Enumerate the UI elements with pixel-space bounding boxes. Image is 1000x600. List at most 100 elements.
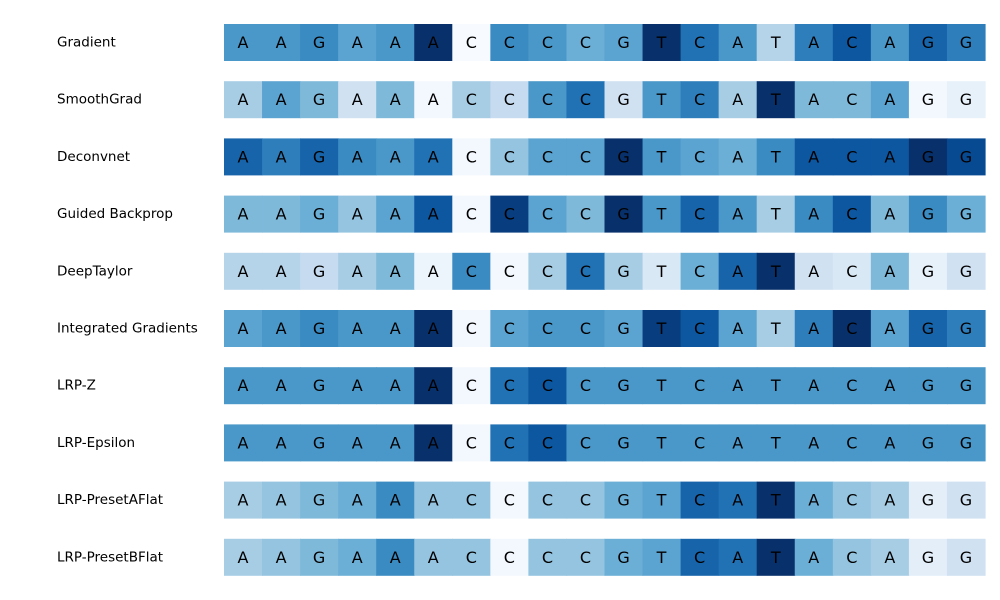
heatmap-cell xyxy=(642,24,682,61)
heatmap-row: LRP-PresetAFlat A A G A A A C C C C G T C A T A C A G G xyxy=(57,481,986,519)
nucleotide-label: G xyxy=(617,376,629,395)
nucleotide-label: A xyxy=(390,262,401,281)
nucleotide-label: C xyxy=(542,205,553,224)
nucleotide-label: A xyxy=(276,376,287,395)
nucleotide-label: C xyxy=(694,433,705,452)
heatmap-cell xyxy=(946,310,986,347)
nucleotide-label: T xyxy=(656,376,667,395)
nucleotide-label: A xyxy=(884,90,895,109)
heatmap-cell xyxy=(566,195,606,233)
nucleotide-label: A xyxy=(808,376,819,395)
nucleotide-label: C xyxy=(466,33,477,52)
nucleotide-label: A xyxy=(352,262,363,281)
heatmap-cell xyxy=(224,310,263,347)
heatmap-row: LRP-PresetBFlat A A G A A A C C C C G T C A T A C A G G xyxy=(57,538,986,576)
nucleotide-label: C xyxy=(846,319,857,338)
nucleotide-label: G xyxy=(960,147,972,166)
heatmap-cell xyxy=(300,538,339,576)
heatmap-cell xyxy=(604,538,644,576)
heatmap-cell xyxy=(604,138,644,176)
nucleotide-label: A xyxy=(884,205,895,224)
row-label: LRP-Z xyxy=(57,378,96,394)
heatmap-cell xyxy=(908,310,948,347)
nucleotide-label: C xyxy=(466,90,477,109)
nucleotide-label: T xyxy=(770,147,781,166)
heatmap-cell xyxy=(642,81,682,119)
heatmap-cell xyxy=(528,367,568,405)
nucleotide-label: A xyxy=(276,491,287,510)
heatmap-row: SmoothGrad A A G A A A C C C C G T C A T A C A G G xyxy=(57,81,986,119)
nucleotide-label: A xyxy=(732,433,743,452)
nucleotide-label: A xyxy=(884,376,895,395)
heatmap-cell xyxy=(566,481,606,519)
nucleotide-label: G xyxy=(922,147,934,166)
heatmap-cell xyxy=(908,367,948,405)
heatmap-cell xyxy=(224,195,263,233)
nucleotide-label: A xyxy=(808,90,819,109)
heatmap-cell xyxy=(414,481,453,519)
heatmap-cell xyxy=(870,81,910,119)
heatmap-cell xyxy=(338,81,377,119)
nucleotide-label: G xyxy=(960,491,972,510)
nucleotide-label: C xyxy=(466,262,477,281)
heatmap-cell xyxy=(680,24,720,61)
heatmap-cell xyxy=(490,24,529,61)
row-label: LRP-PresetBFlat xyxy=(57,549,163,565)
nucleotide-label: A xyxy=(808,491,819,510)
nucleotide-label: A xyxy=(390,147,401,166)
heatmap-cell xyxy=(452,367,491,405)
heatmap-cell xyxy=(452,538,491,576)
row-label: DeepTaylor xyxy=(57,263,133,279)
row-label: Integrated Gradients xyxy=(57,321,198,337)
nucleotide-label: T xyxy=(656,491,667,510)
heatmap-cell xyxy=(794,481,834,519)
nucleotide-label: C xyxy=(466,147,477,166)
heatmap-cell xyxy=(718,195,758,233)
heatmap-cell xyxy=(832,81,872,119)
nucleotide-label: G xyxy=(313,33,325,52)
nucleotide-label: G xyxy=(313,319,325,338)
heatmap-cell xyxy=(528,538,568,576)
nucleotide-label: C xyxy=(504,205,515,224)
nucleotide-label: C xyxy=(846,147,857,166)
nucleotide-label: T xyxy=(770,262,781,281)
nucleotide-label: C xyxy=(504,491,515,510)
heatmap-cell xyxy=(870,24,910,61)
nucleotide-label: A xyxy=(390,491,401,510)
nucleotide-label: A xyxy=(352,205,363,224)
nucleotide-label: C xyxy=(694,548,705,567)
heatmap-cell xyxy=(908,538,948,576)
heatmap-cell xyxy=(566,310,606,347)
nucleotide-label: G xyxy=(922,262,934,281)
heatmap-cell xyxy=(300,481,339,519)
heatmap-cell xyxy=(642,195,682,233)
nucleotide-label: T xyxy=(656,147,667,166)
heatmap-cell xyxy=(908,481,948,519)
nucleotide-label: G xyxy=(922,548,934,567)
nucleotide-label: C xyxy=(580,147,591,166)
heatmap-cell xyxy=(908,424,948,462)
nucleotide-label: A xyxy=(884,262,895,281)
heatmap-cell xyxy=(642,424,682,462)
heatmap-cell xyxy=(604,481,644,519)
heatmap-cell xyxy=(224,367,263,405)
nucleotide-label: A xyxy=(352,376,363,395)
nucleotide-label: A xyxy=(276,205,287,224)
heatmap-cell xyxy=(604,367,644,405)
nucleotide-label: C xyxy=(694,33,705,52)
heatmap-cell xyxy=(414,195,453,233)
nucleotide-label: G xyxy=(922,205,934,224)
heatmap-cell xyxy=(300,252,339,290)
heatmap-cell xyxy=(908,24,948,61)
nucleotide-label: G xyxy=(313,147,325,166)
nucleotide-label: G xyxy=(617,491,629,510)
nucleotide-label: A xyxy=(238,90,249,109)
nucleotide-label: C xyxy=(580,376,591,395)
nucleotide-label: C xyxy=(694,205,705,224)
heatmap-row: DeepTaylor A A G A A A C C C C G T C A T A C A G G xyxy=(57,252,986,290)
nucleotide-label: A xyxy=(238,262,249,281)
nucleotide-label: G xyxy=(313,376,325,395)
nucleotide-label: G xyxy=(313,548,325,567)
nucleotide-label: C xyxy=(846,548,857,567)
heatmap-cell xyxy=(642,481,682,519)
